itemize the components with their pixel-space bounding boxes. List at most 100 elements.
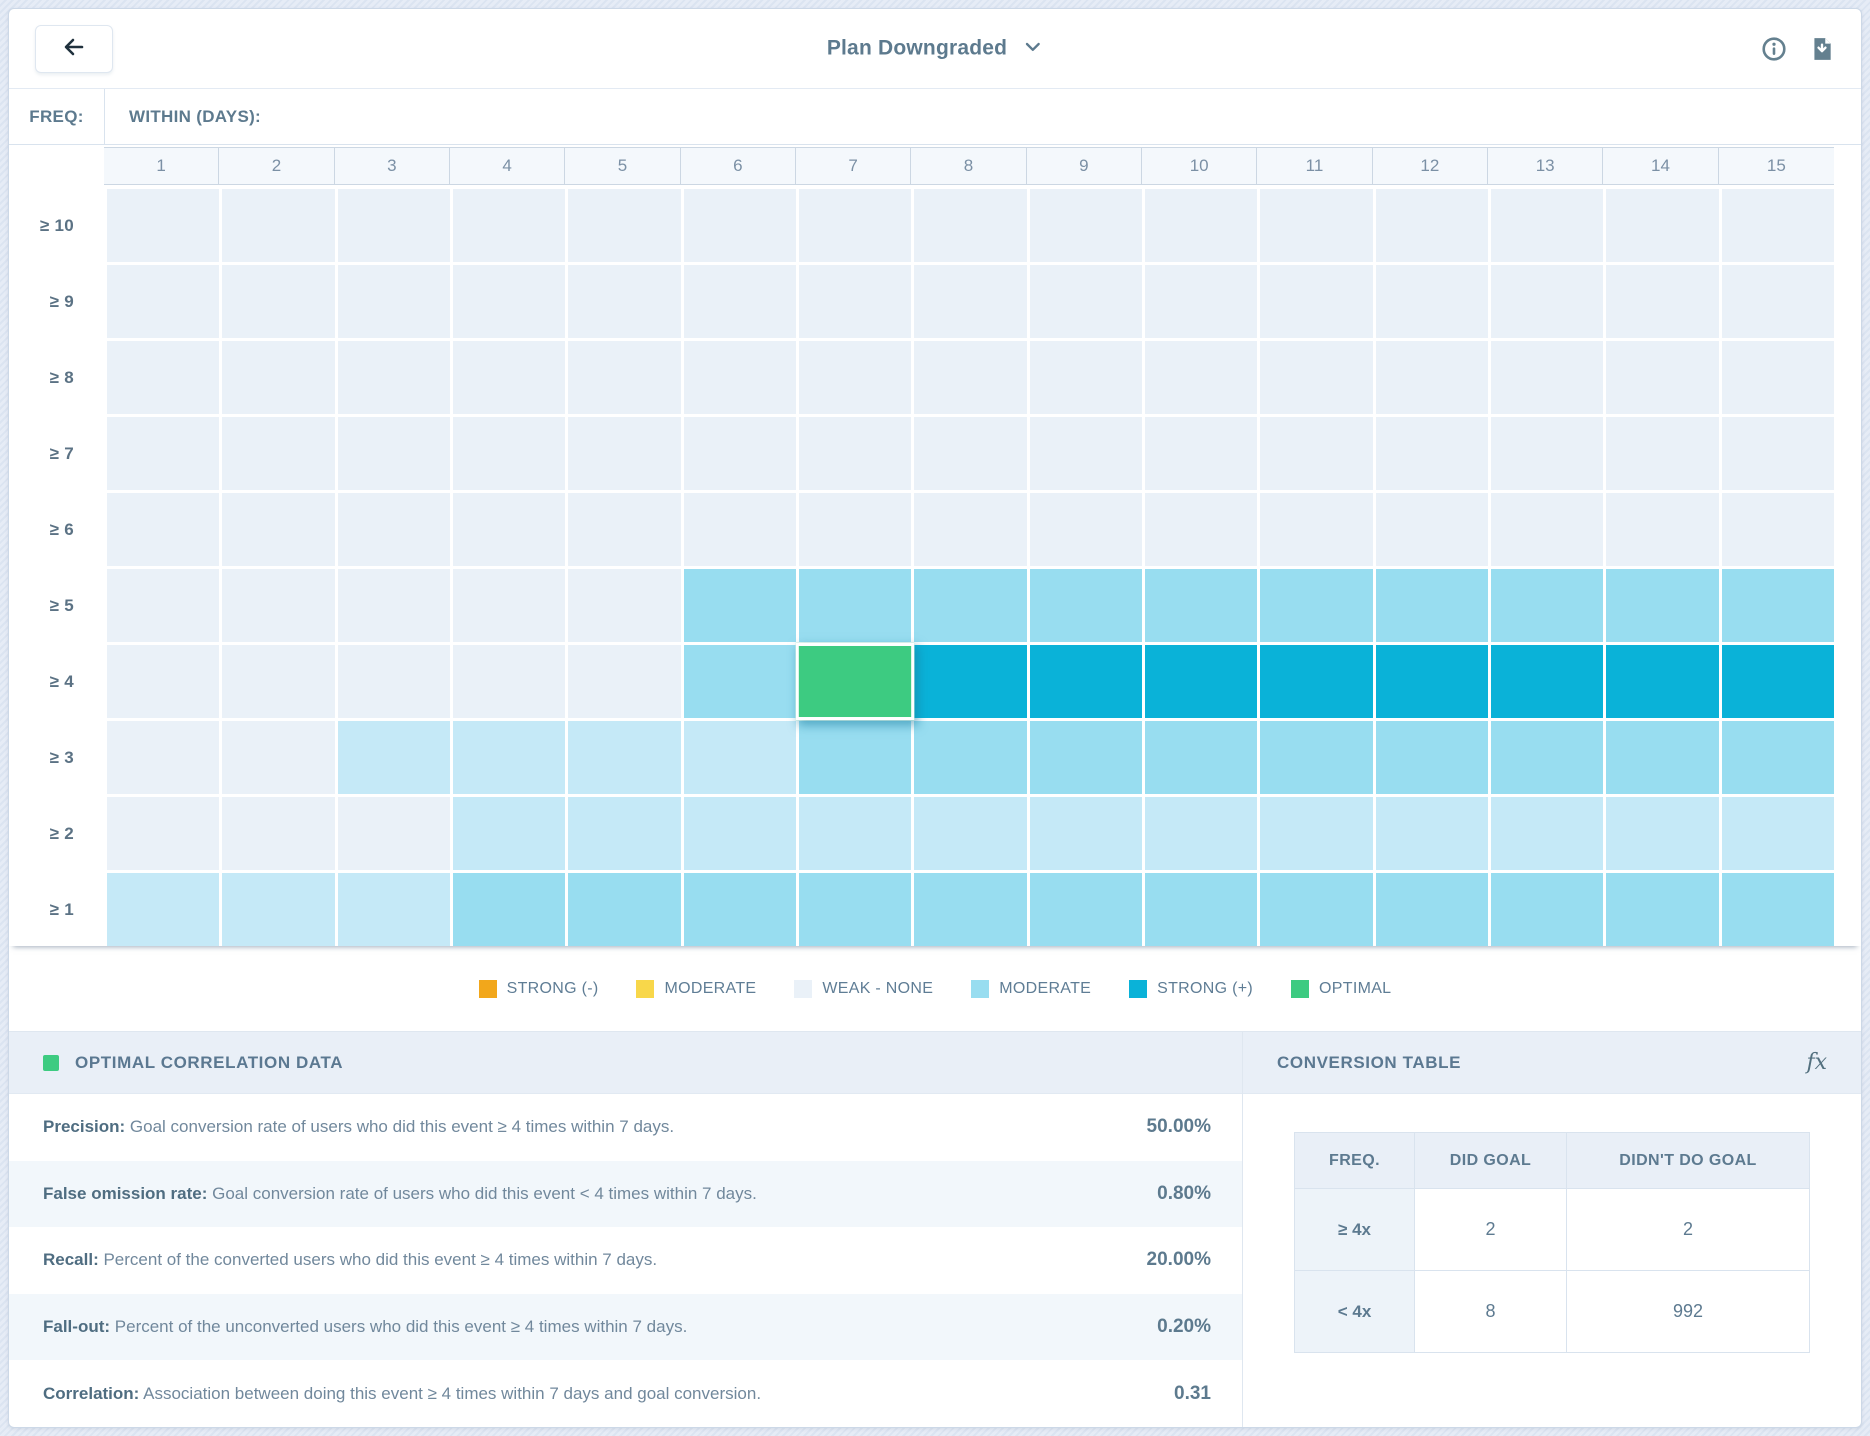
heatmap-cell-freq≥10-day2[interactable] [222,189,335,262]
heatmap-cell-freq≥5-day14[interactable] [1606,569,1719,642]
heatmap-cell-freq≥8-day12[interactable] [1375,341,1488,414]
heatmap-cell-freq≥1-day6[interactable] [683,873,796,946]
heatmap-cell-freq≥9-day13[interactable] [1491,265,1604,338]
heatmap-cell-freq≥9-day14[interactable] [1606,265,1719,338]
heatmap-cell-freq≥4-day14[interactable] [1606,645,1719,718]
heatmap-cell-freq≥4-day11[interactable] [1260,645,1373,718]
heatmap-cell-freq≥3-day2[interactable] [222,721,335,794]
heatmap-cell-freq≥3-day1[interactable] [107,721,220,794]
heatmap-cell-freq≥2-day14[interactable] [1606,797,1719,870]
heatmap-cell-freq≥1-day5[interactable] [568,873,681,946]
heatmap-cell-freq≥5-day3[interactable] [337,569,450,642]
heatmap-cell-freq≥10-day4[interactable] [453,189,566,262]
heatmap-cell-freq≥5-day15[interactable] [1721,569,1834,642]
heatmap-cell-freq≥8-day3[interactable] [337,341,450,414]
heatmap-cell-freq≥6-day8[interactable] [914,493,1027,566]
heatmap-cell-freq≥6-day4[interactable] [453,493,566,566]
formula-fx-icon[interactable]: fx [1806,1050,1827,1075]
heatmap-cell-freq≥9-day15[interactable] [1721,265,1834,338]
heatmap-cell-freq≥4-day12[interactable] [1375,645,1488,718]
heatmap-cell-freq≥7-day9[interactable] [1029,417,1142,490]
heatmap-cell-freq≥5-day5[interactable] [568,569,681,642]
heatmap-cell-freq≥5-day6[interactable] [683,569,796,642]
heatmap-cell-freq≥2-day6[interactable] [683,797,796,870]
heatmap-cell-freq≥3-day3[interactable] [337,721,450,794]
heatmap-cell-freq≥10-day10[interactable] [1145,189,1258,262]
heatmap-cell-freq≥4-day7-optimal-selected[interactable] [795,642,915,721]
heatmap-cell-freq≥8-day5[interactable] [568,341,681,414]
heatmap-cell-freq≥4-day5[interactable] [568,645,681,718]
heatmap-cell-freq≥5-day10[interactable] [1145,569,1258,642]
heatmap-cell-freq≥3-day14[interactable] [1606,721,1719,794]
heatmap-cell-freq≥3-day5[interactable] [568,721,681,794]
heatmap-cell-freq≥9-day3[interactable] [337,265,450,338]
heatmap-cell-freq≥7-day2[interactable] [222,417,335,490]
heatmap-cell-freq≥4-day2[interactable] [222,645,335,718]
heatmap-cell-freq≥5-day4[interactable] [453,569,566,642]
heatmap-cell-freq≥2-day11[interactable] [1260,797,1373,870]
heatmap-cell-freq≥8-day6[interactable] [683,341,796,414]
heatmap-cell-freq≥8-day11[interactable] [1260,341,1373,414]
heatmap-cell-freq≥7-day6[interactable] [683,417,796,490]
heatmap-cell-freq≥10-day8[interactable] [914,189,1027,262]
heatmap-cell-freq≥3-day7[interactable] [799,721,912,794]
heatmap-cell-freq≥6-day7[interactable] [799,493,912,566]
heatmap-cell-freq≥10-day9[interactable] [1029,189,1142,262]
heatmap-cell-freq≥2-day9[interactable] [1029,797,1142,870]
heatmap-cell-freq≥7-day3[interactable] [337,417,450,490]
heatmap-cell-freq≥10-day3[interactable] [337,189,450,262]
heatmap-cell-freq≥6-day15[interactable] [1721,493,1834,566]
back-button[interactable] [35,24,113,73]
heatmap-cell-freq≥7-day13[interactable] [1491,417,1604,490]
heatmap-cell-freq≥3-day15[interactable] [1721,721,1834,794]
heatmap-cell-freq≥1-day10[interactable] [1145,873,1258,946]
heatmap-cell-freq≥3-day4[interactable] [453,721,566,794]
heatmap-cell-freq≥5-day2[interactable] [222,569,335,642]
heatmap-cell-freq≥9-day4[interactable] [453,265,566,338]
heatmap-cell-freq≥1-day7[interactable] [799,873,912,946]
heatmap-cell-freq≥7-day5[interactable] [568,417,681,490]
heatmap-cell-freq≥10-day13[interactable] [1491,189,1604,262]
heatmap-cell-freq≥2-day12[interactable] [1375,797,1488,870]
heatmap-cell-freq≥6-day6[interactable] [683,493,796,566]
heatmap-cell-freq≥3-day12[interactable] [1375,721,1488,794]
heatmap-cell-freq≥6-day9[interactable] [1029,493,1142,566]
heatmap-cell-freq≥7-day4[interactable] [453,417,566,490]
heatmap-cell-freq≥9-day5[interactable] [568,265,681,338]
heatmap-cell-freq≥6-day13[interactable] [1491,493,1604,566]
heatmap-cell-freq≥9-day7[interactable] [799,265,912,338]
heatmap-cell-freq≥5-day8[interactable] [914,569,1027,642]
heatmap-cell-freq≥6-day1[interactable] [107,493,220,566]
heatmap-cell-freq≥7-day8[interactable] [914,417,1027,490]
heatmap-cell-freq≥5-day7[interactable] [799,569,912,642]
heatmap-cell-freq≥2-day2[interactable] [222,797,335,870]
heatmap-cell-freq≥6-day2[interactable] [222,493,335,566]
heatmap-cell-freq≥9-day10[interactable] [1145,265,1258,338]
heatmap-cell-freq≥8-day2[interactable] [222,341,335,414]
heatmap-cell-freq≥2-day10[interactable] [1145,797,1258,870]
heatmap-cell-freq≥1-day12[interactable] [1375,873,1488,946]
heatmap-cell-freq≥4-day1[interactable] [107,645,220,718]
heatmap-cell-freq≥5-day9[interactable] [1029,569,1142,642]
heatmap-cell-freq≥9-day9[interactable] [1029,265,1142,338]
heatmap-cell-freq≥1-day11[interactable] [1260,873,1373,946]
heatmap-cell-freq≥7-day7[interactable] [799,417,912,490]
heatmap-cell-freq≥3-day8[interactable] [914,721,1027,794]
heatmap-cell-freq≥1-day15[interactable] [1721,873,1834,946]
heatmap-cell-freq≥8-day8[interactable] [914,341,1027,414]
heatmap-cell-freq≥2-day7[interactable] [799,797,912,870]
heatmap-cell-freq≥4-day4[interactable] [453,645,566,718]
heatmap-cell-freq≥2-day3[interactable] [337,797,450,870]
heatmap-cell-freq≥9-day12[interactable] [1375,265,1488,338]
heatmap-cell-freq≥10-day11[interactable] [1260,189,1373,262]
heatmap-cell-freq≥10-day5[interactable] [568,189,681,262]
heatmap-cell-freq≥10-day6[interactable] [683,189,796,262]
heatmap-cell-freq≥4-day15[interactable] [1721,645,1834,718]
heatmap-cell-freq≥4-day10[interactable] [1145,645,1258,718]
heatmap-cell-freq≥4-day9[interactable] [1029,645,1142,718]
heatmap-cell-freq≥10-day1[interactable] [107,189,220,262]
heatmap-cell-freq≥8-day1[interactable] [107,341,220,414]
heatmap-cell-freq≥8-day7[interactable] [799,341,912,414]
heatmap-cell-freq≥1-day9[interactable] [1029,873,1142,946]
heatmap-cell-freq≥7-day11[interactable] [1260,417,1373,490]
